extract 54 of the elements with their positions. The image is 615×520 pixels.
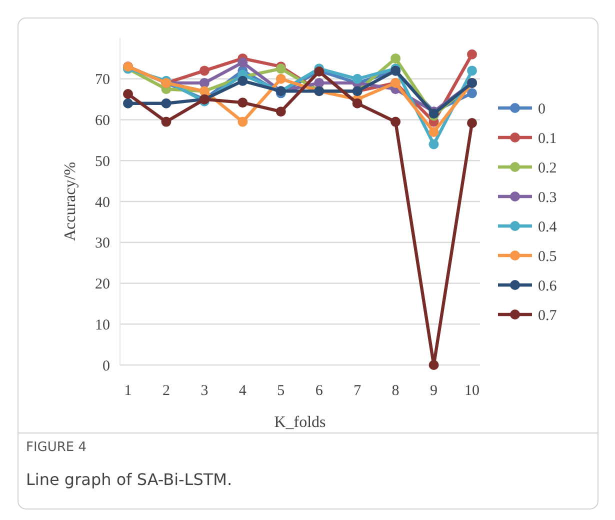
caption: FIGURE 4: [26, 440, 87, 455]
x-tick-label: 10: [464, 383, 480, 399]
y-tick-label: 40: [95, 194, 110, 211]
legend-label: 0: [538, 101, 546, 118]
point: [314, 78, 324, 88]
x-axis-title: K_folds: [274, 414, 326, 431]
legend-label: 0.3: [538, 190, 557, 206]
text: Line graph of SA-Bi-LSTM.: [26, 470, 232, 489]
y-tick-label: 50: [95, 154, 110, 170]
x-tick-label: 3: [200, 383, 208, 399]
point: [276, 74, 286, 84]
x-tick-label: 8: [392, 383, 400, 399]
point: [428, 360, 439, 370]
y-tick-label: 60: [95, 113, 110, 129]
point: [428, 139, 439, 150]
x-tick-label: 1: [124, 383, 132, 399]
point: [467, 66, 477, 76]
x-tick-label: 6: [315, 383, 324, 399]
point: [238, 98, 248, 108]
x-tick-label: 5: [277, 383, 285, 399]
point: [238, 116, 248, 127]
legend-label: 0.4: [538, 219, 558, 236]
y-tick-label: 10: [95, 317, 110, 334]
y-tick-label: 20: [95, 276, 110, 292]
point: [123, 98, 133, 108]
point: [467, 118, 477, 128]
point: [161, 98, 172, 108]
point: [238, 76, 248, 86]
y-axis-title: Accuracy/%: [62, 162, 79, 242]
point: [238, 58, 248, 68]
point: [199, 78, 210, 88]
y-tick-label: 30: [95, 236, 110, 252]
point: [123, 89, 133, 99]
point: [467, 49, 477, 60]
legend-label: 0.7: [538, 308, 558, 324]
x-tick-label: 9: [430, 383, 438, 399]
x-tick-label: 7: [354, 383, 362, 399]
legend-label: 0.1: [538, 130, 557, 147]
legend-label: 0.6: [538, 278, 558, 294]
point: [390, 116, 401, 127]
x-tick-label: 2: [162, 383, 170, 399]
y-tick-label: 0: [102, 358, 110, 374]
point: [352, 74, 362, 84]
point: [352, 98, 362, 108]
point: [161, 116, 172, 127]
point: [390, 53, 401, 64]
point: [467, 88, 477, 98]
point: [199, 66, 210, 76]
point: [428, 127, 439, 138]
point: [276, 106, 286, 117]
x-tick-label: 4: [238, 383, 247, 399]
legend-label: 0.5: [538, 248, 557, 265]
legend-label: 0.2: [538, 160, 557, 176]
y-tick-label: 70: [95, 72, 110, 88]
